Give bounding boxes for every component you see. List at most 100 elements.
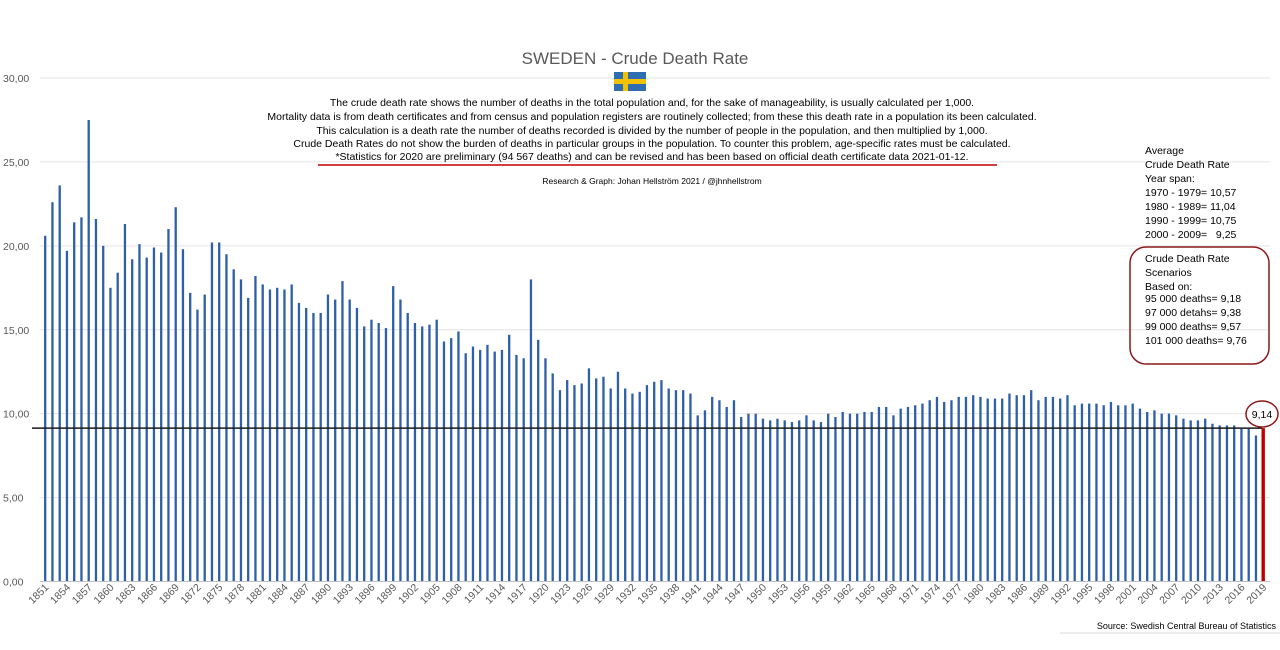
bar bbox=[80, 217, 83, 582]
bar bbox=[1218, 425, 1221, 582]
bar bbox=[123, 224, 127, 582]
x-tick-label: 1866 bbox=[135, 582, 160, 607]
bar bbox=[457, 331, 460, 582]
bar bbox=[406, 312, 409, 582]
bar bbox=[667, 388, 670, 582]
bar bbox=[297, 302, 301, 582]
bar bbox=[225, 254, 228, 582]
bar bbox=[943, 401, 946, 582]
scenario-box bbox=[1129, 246, 1270, 365]
bar bbox=[856, 413, 859, 582]
bar bbox=[1051, 396, 1055, 582]
bar bbox=[885, 406, 888, 582]
bar bbox=[500, 349, 504, 582]
description-line-4: Crude Death Rates do not show the burden… bbox=[293, 138, 1010, 150]
bar bbox=[363, 326, 366, 582]
bar bbox=[682, 390, 685, 582]
bar bbox=[1153, 410, 1156, 582]
bar bbox=[1080, 403, 1084, 582]
bar bbox=[587, 368, 591, 582]
bar bbox=[232, 269, 235, 582]
bar bbox=[957, 396, 960, 582]
bar bbox=[1088, 403, 1091, 582]
average-line: 1990 - 1999= 10,75 bbox=[1145, 215, 1237, 227]
x-tick-label: 1914 bbox=[483, 582, 508, 607]
bar bbox=[783, 420, 786, 582]
bar bbox=[355, 307, 359, 582]
credit: Research & Graph: Johan Hellström 2021 /… bbox=[542, 176, 761, 186]
bar bbox=[1095, 403, 1098, 582]
x-tick-label: 1902 bbox=[396, 582, 421, 607]
bar bbox=[544, 358, 547, 582]
bar bbox=[189, 292, 192, 582]
y-tick-label: 30,00 bbox=[3, 73, 29, 85]
bar bbox=[1189, 420, 1192, 582]
x-tick-label: 2016 bbox=[1223, 582, 1248, 607]
bar bbox=[877, 406, 881, 582]
x-axis: 1851185418571860186318661869187218751878… bbox=[26, 582, 1269, 607]
bar bbox=[863, 411, 866, 582]
bar bbox=[921, 403, 924, 582]
bar bbox=[203, 294, 206, 582]
bar bbox=[94, 218, 98, 582]
bar bbox=[1008, 393, 1011, 582]
bar bbox=[218, 242, 221, 582]
bar bbox=[442, 341, 446, 582]
bar bbox=[239, 279, 243, 582]
x-tick-label: 2010 bbox=[1179, 582, 1204, 607]
bar bbox=[247, 297, 250, 582]
scenario-line: 101 000 deaths= 9,76 bbox=[1145, 335, 1247, 347]
bar bbox=[319, 312, 322, 582]
scenario-line: 95 000 deaths= 9,18 bbox=[1145, 293, 1241, 305]
scenario-line: Based on: bbox=[1145, 281, 1192, 293]
bar bbox=[631, 393, 634, 582]
y-tick-label: 10,00 bbox=[3, 409, 29, 421]
x-tick-label: 1974 bbox=[918, 582, 943, 607]
bar bbox=[558, 390, 562, 582]
x-tick-label: 1989 bbox=[1027, 582, 1052, 607]
bar bbox=[152, 247, 156, 582]
bar bbox=[51, 202, 54, 582]
bar bbox=[181, 249, 185, 582]
y-tick-label: 5,00 bbox=[3, 493, 24, 505]
bar bbox=[979, 396, 982, 582]
bar bbox=[653, 381, 656, 582]
y-tick-label: 0,00 bbox=[3, 577, 24, 589]
bar bbox=[834, 417, 837, 582]
description-line-3: This calculation is a death rate the num… bbox=[316, 125, 987, 137]
bar bbox=[1254, 435, 1258, 582]
scenario-panel: Crude Death Rate Scenarios Based on: 95 … bbox=[1145, 253, 1247, 347]
bar bbox=[827, 413, 830, 582]
x-tick-label: 2019 bbox=[1244, 582, 1269, 607]
scenario-line: 97 000 detahs= 9,38 bbox=[1145, 307, 1241, 319]
bar bbox=[1037, 400, 1040, 582]
x-tick-label: 1899 bbox=[374, 582, 399, 607]
x-tick-label: 1995 bbox=[1070, 582, 1095, 607]
x-tick-label: 1887 bbox=[287, 582, 312, 607]
average-line: 1970 - 1979= 10,57 bbox=[1145, 187, 1237, 199]
bar bbox=[928, 400, 931, 582]
bar bbox=[914, 405, 917, 582]
bar bbox=[529, 279, 533, 582]
bar bbox=[754, 413, 757, 582]
bar bbox=[261, 284, 264, 582]
y-axis: 0,00 5,00 10,00 15,00 20,00 25,00 30,00 bbox=[3, 73, 29, 589]
bar bbox=[276, 287, 279, 582]
x-tick-label: 1908 bbox=[440, 582, 465, 607]
description-footnote: *Statistics for 2020 are preliminary (94… bbox=[335, 151, 968, 163]
x-tick-label: 1956 bbox=[788, 582, 813, 607]
bar bbox=[428, 324, 431, 582]
bar bbox=[696, 415, 699, 582]
bar bbox=[899, 408, 902, 582]
x-tick-label: 1971 bbox=[896, 582, 921, 607]
bar bbox=[348, 299, 351, 582]
average-line: Crude Death Rate bbox=[1145, 159, 1230, 171]
bar bbox=[805, 415, 808, 582]
bar bbox=[892, 415, 895, 582]
bar bbox=[986, 398, 989, 582]
bar bbox=[638, 391, 641, 582]
bar bbox=[660, 380, 663, 582]
bar bbox=[1138, 408, 1142, 582]
bar bbox=[1022, 395, 1026, 582]
bar bbox=[964, 396, 968, 582]
